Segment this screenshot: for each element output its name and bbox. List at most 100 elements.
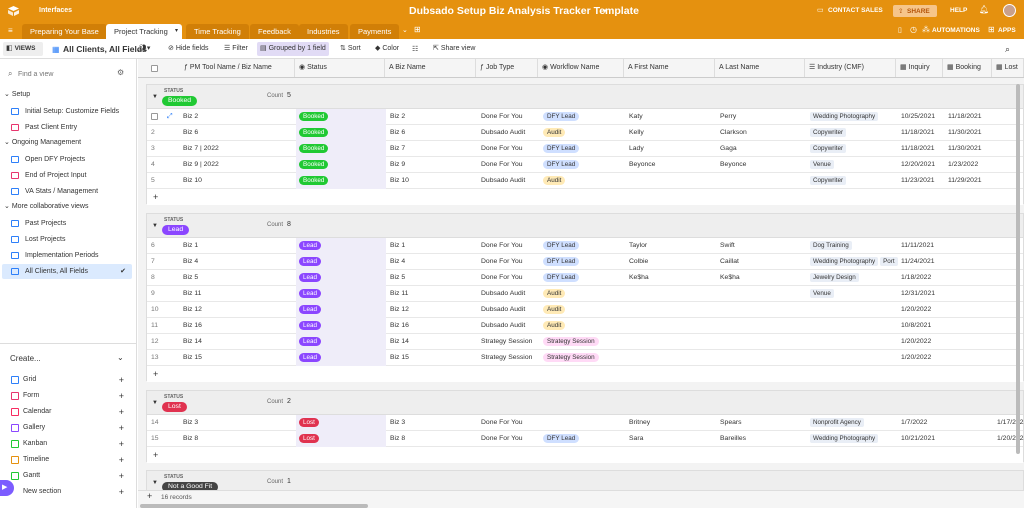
table-row[interactable]: 10 Biz 12 Lead Biz 12 Dubsado Audit Audit 1/20… (147, 302, 1023, 318)
biz-cell[interactable]: Biz 6 (390, 129, 406, 136)
book-cell[interactable] (948, 286, 993, 302)
first-cell[interactable]: Kelly (629, 129, 644, 136)
book-cell[interactable] (948, 415, 993, 431)
pm-cell[interactable]: Biz 14 (183, 338, 202, 345)
hide-fields-button[interactable]: ⊘ Hide fields (165, 42, 212, 56)
book-cell[interactable] (948, 238, 993, 254)
lost-cell[interactable]: 1/20/2022 (997, 435, 1024, 442)
book-cell[interactable] (948, 334, 993, 350)
collaborators-icon[interactable]: 👥︎▾ (138, 45, 151, 52)
trash-icon[interactable]: ▯ (898, 27, 902, 34)
job-cell[interactable]: Strategy Session (481, 338, 533, 345)
add-table-icon[interactable]: ⊞ (414, 25, 421, 34)
inq-cell[interactable]: 11/11/2021 (901, 242, 935, 249)
add-row[interactable]: + (147, 189, 1023, 205)
industry-cell[interactable]: Dog Training (810, 238, 921, 254)
industry-cell[interactable]: Wedding Photography Port (810, 254, 921, 270)
tab-time-tracking[interactable]: Time Tracking (186, 24, 249, 39)
job-cell[interactable]: Dubsado Audit (481, 129, 526, 136)
industry-cell[interactable]: Wedding Photography (810, 109, 921, 125)
pm-cell[interactable]: Biz 6 (183, 129, 199, 136)
pm-cell[interactable]: Biz 5 (183, 274, 199, 281)
table-row[interactable]: 4 Biz 9 | 2022 Booked Biz 9 Done For You DFY … (147, 157, 1023, 173)
inq-cell[interactable]: 12/31/2021 (901, 290, 936, 297)
col-header-pm-tool-name[interactable]: ƒ PM Tool Name / Biz Name (176, 59, 295, 77)
table-row[interactable]: 8 Biz 5 Lead Biz 5 Done For You DFY Lead Ke$ha… (147, 270, 1023, 286)
pm-cell[interactable]: Biz 10 (183, 177, 202, 184)
job-cell[interactable]: Strategy Session (481, 354, 533, 361)
pm-cell[interactable]: Biz 9 | 2022 (183, 161, 219, 168)
col-header-job-type[interactable]: ƒ Job Type (476, 59, 538, 77)
col-header-lost[interactable]: ▦ Lost (992, 59, 1024, 77)
table-row[interactable]: 11 Biz 16 Lead Biz 16 Dubsado Audit Audit 10/8… (147, 318, 1023, 334)
sidebar-item-open-dfy-projects[interactable]: Open DFY Projects (2, 152, 132, 167)
col-header-industry[interactable]: ☰ Industry (CMF) (805, 59, 896, 77)
book-cell[interactable] (948, 302, 993, 318)
status-cell[interactable]: Booked (296, 141, 386, 157)
video-chat-icon[interactable]: ▶ (0, 480, 14, 496)
book-cell[interactable]: 11/18/2021 (948, 113, 982, 120)
book-cell[interactable]: 1/23/2022 (948, 161, 979, 168)
group-header[interactable]: ▼ STATUS Lost Count 2 (147, 391, 1023, 415)
group-collapse-icon[interactable]: ▼ (152, 223, 158, 229)
last-cell[interactable]: Caillat (720, 258, 739, 265)
last-cell[interactable]: Beyonce (720, 161, 747, 168)
biz-cell[interactable]: Biz 2 (390, 113, 406, 120)
group-button[interactable]: ▤ Grouped by 1 field (257, 42, 329, 56)
inq-cell[interactable]: 1/7/2022 (901, 419, 928, 426)
search-icon[interactable]: ⌕ (1005, 44, 1011, 54)
table-row[interactable]: 2 Biz 6 Booked Biz 6 Dubsado Audit Audit Kelly… (147, 125, 1023, 141)
user-avatar[interactable] (1003, 4, 1016, 17)
color-button[interactable]: ◆ Color (372, 42, 402, 56)
col-header-workflow-name[interactable]: ◉ Workflow Name (538, 59, 624, 77)
first-cell[interactable] (629, 302, 716, 318)
contact-sales-link[interactable]: CONTACT SALES (828, 7, 883, 14)
first-cell[interactable]: Lady (629, 145, 644, 152)
last-cell[interactable] (720, 334, 806, 350)
workflow-cell[interactable]: DFY Lead (543, 431, 625, 447)
interfaces-link[interactable]: Interfaces (39, 7, 73, 14)
tab-project-tracking[interactable]: Project Tracking ▾ (106, 24, 182, 39)
row-height-icon[interactable]: ☷ (412, 46, 419, 53)
inq-cell[interactable]: 10/8/2021 (901, 322, 932, 329)
filter-button[interactable]: ☰ Filter (221, 42, 251, 56)
biz-cell[interactable]: Biz 5 (390, 274, 406, 281)
title-chevron-icon[interactable]: ▾ (603, 8, 607, 15)
inq-cell[interactable]: 1/20/2022 (901, 338, 932, 345)
table-row[interactable]: 13 Biz 15 Lead Biz 15 Strategy Session Strate… (147, 350, 1023, 366)
industry-cell[interactable]: Jewelry Design (810, 270, 921, 286)
workflow-cell[interactable]: DFY Lead (543, 141, 625, 157)
status-cell[interactable]: Booked (296, 173, 386, 189)
group-collapse-icon[interactable]: ▼ (152, 94, 158, 100)
workflow-cell[interactable]: DFY Lead (543, 270, 625, 286)
first-cell[interactable]: Britney (629, 419, 651, 426)
views-toggle-button[interactable]: ◧ VIEWS (3, 42, 43, 56)
workflow-cell[interactable]: DFY Lead (543, 109, 625, 125)
workflow-cell[interactable]: Audit (543, 125, 625, 141)
group-collapse-icon[interactable]: ▼ (152, 400, 158, 406)
add-row-plus-icon[interactable]: + (153, 450, 159, 460)
table-row[interactable]: 12 Biz 14 Lead Biz 14 Strategy Session Strate… (147, 334, 1023, 350)
share-button[interactable]: ⇪ SHARE (893, 5, 937, 17)
add-record-icon[interactable]: + (147, 491, 153, 501)
status-cell[interactable]: Lead (296, 238, 386, 254)
workflow-cell[interactable]: Strategy Session (543, 334, 625, 350)
pm-cell[interactable]: Biz 15 (183, 354, 202, 361)
job-cell[interactable]: Dubsado Audit (481, 177, 526, 184)
first-cell[interactable]: Sara (629, 435, 644, 442)
job-cell[interactable]: Done For You (481, 258, 523, 265)
sidebar-item-implementation-periods[interactable]: Implementation Periods (2, 248, 132, 263)
vertical-scrollbar[interactable] (1016, 84, 1020, 454)
create-new-section[interactable]: New section + (2, 484, 132, 500)
section-setup[interactable]: ⌄ Setup (4, 88, 30, 102)
create-collapse-chevron-icon[interactable]: ⌄ (117, 353, 124, 362)
job-cell[interactable]: Done For You (481, 145, 523, 152)
biz-cell[interactable]: Biz 14 (390, 338, 409, 345)
col-header-first-name[interactable]: A First Name (624, 59, 715, 77)
biz-cell[interactable]: Biz 1 (390, 242, 406, 249)
biz-cell[interactable]: Biz 16 (390, 322, 409, 329)
workflow-cell[interactable]: Audit (543, 173, 625, 189)
biz-cell[interactable]: Biz 4 (390, 258, 406, 265)
history-icon[interactable]: ◷ (910, 25, 917, 34)
last-cell[interactable]: Spears (720, 419, 742, 426)
